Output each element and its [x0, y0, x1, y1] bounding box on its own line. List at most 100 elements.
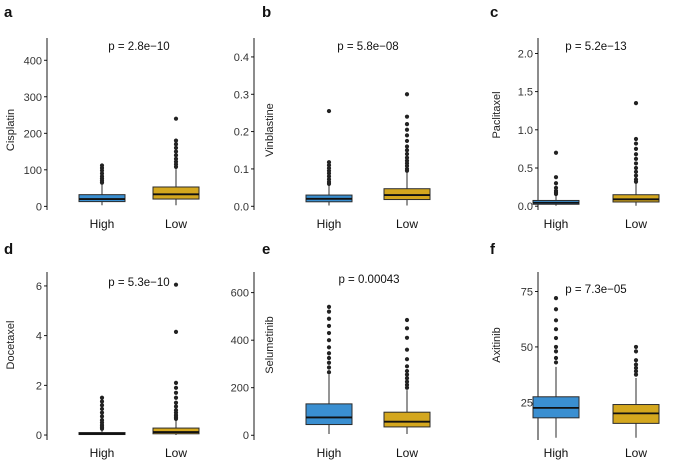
outlier-point [553, 188, 559, 194]
outlier-point [326, 163, 332, 168]
outlier-point [404, 92, 410, 97]
box-high [305, 304, 353, 435]
y-tick-label: 0.0 [518, 201, 533, 213]
outlier-point [553, 360, 559, 365]
iqr-box [152, 427, 200, 435]
x-category-label: Low [396, 446, 418, 460]
outlier-point [633, 136, 639, 142]
outlier-point [633, 173, 639, 178]
outlier-point [553, 185, 559, 190]
y-tick-label: 200 [231, 383, 249, 395]
outlier-point [173, 390, 179, 395]
outlier-point [326, 316, 332, 321]
outlier-point [99, 399, 105, 404]
outlier-point [404, 158, 410, 163]
outlier-point [404, 317, 410, 323]
iqr-box [152, 186, 200, 200]
outlier-point [553, 349, 559, 354]
outlier-point [404, 133, 410, 138]
outlier-point [633, 358, 639, 363]
outlier-point [553, 355, 559, 361]
outlier-point [404, 151, 410, 157]
outlier-point [633, 372, 639, 377]
y-tick-label: 0.3 [234, 89, 249, 101]
outlier-point [326, 309, 332, 314]
x-category-label: Low [165, 217, 187, 231]
iqr-box [78, 194, 126, 203]
outlier-point [99, 395, 105, 400]
outlier-point [553, 318, 559, 323]
y-tick-label: 4 [36, 331, 42, 343]
p-value-label: p = 5.8e−08 [337, 41, 398, 53]
box-low [383, 317, 431, 435]
outlier-point [633, 146, 639, 152]
panel-c: c Paclitaxel 0.0 0.5 1.0 1.5 2.0 p = 5.2e−13 Hig… [490, 4, 660, 231]
box-high [532, 296, 580, 438]
panel-b: b Vinblastine 0.0 0.1 0.2 0.3 0.4 p = 5.8e−08 Hi… [234, 4, 431, 231]
outlier-point [404, 144, 410, 149]
panel-e: e Selumetinib 0 200 400 600 p = 0.00043 High Low [231, 241, 431, 460]
outlier-point [633, 165, 639, 171]
outlier-point [404, 127, 410, 132]
outlier-point [173, 149, 179, 154]
outlier-point [99, 406, 105, 412]
outlier-point [553, 327, 559, 332]
outlier-point [173, 400, 179, 405]
x-category-label: Low [396, 217, 418, 231]
y-tick-label: 2.0 [518, 48, 533, 60]
outlier-point [326, 177, 332, 182]
x-category-label: High [90, 446, 115, 460]
outlier-point [633, 344, 639, 350]
x-category-label: Low [625, 217, 647, 231]
outlier-point [633, 349, 639, 354]
outlier-point [326, 370, 332, 375]
panel-letter: a [4, 4, 13, 21]
p-value-label: p = 2.8e−10 [108, 41, 169, 53]
p-value-label: p = 7.3e−05 [565, 284, 626, 296]
y-tick-label: 0.1 [234, 164, 249, 176]
outlier-point [326, 351, 332, 356]
outlier-point [173, 395, 179, 400]
y-tick-label: 0 [243, 430, 249, 442]
outlier-point [633, 152, 639, 157]
y-tick-label: 2 [36, 380, 42, 392]
outlier-point [99, 403, 105, 408]
box-low [383, 92, 431, 206]
outlier-point [173, 116, 179, 121]
p-value-label: p = 5.3e−10 [108, 277, 169, 289]
outlier-point [404, 114, 410, 119]
y-axis-label: Paclitaxel [491, 91, 503, 138]
x-category-label: High [90, 217, 115, 231]
outlier-point [633, 362, 639, 367]
outlier-point [99, 414, 105, 419]
p-value-label: p = 0.00043 [338, 274, 399, 286]
y-tick-label: 50 [521, 342, 533, 354]
outlier-point [633, 169, 639, 174]
panel-letter: e [262, 241, 270, 258]
p-value-label: p = 5.2e−13 [565, 41, 626, 53]
panel-letter: b [262, 4, 271, 21]
outlier-point [326, 304, 332, 309]
x-category-label: High [317, 446, 342, 460]
outlier-point [173, 145, 179, 151]
panel-f: f Axitinib 25 50 75 p = 7.3e−05 High Low [490, 241, 660, 460]
box-low [152, 282, 200, 436]
outlier-point [173, 404, 179, 409]
outlier-point [404, 357, 410, 362]
y-tick-label: 0.5 [518, 163, 533, 175]
y-tick-label: 6 [36, 281, 42, 293]
y-axis-label: Vinblastine [264, 103, 276, 157]
outlier-point [633, 141, 639, 146]
outlier-point [633, 161, 639, 166]
y-axis-label: Cisplatin [5, 109, 17, 151]
outlier-point [633, 177, 639, 182]
outlier-point [326, 108, 332, 114]
panel-letter: f [490, 241, 496, 258]
outlier-point [326, 330, 332, 336]
outlier-point [404, 148, 410, 153]
outlier-point [404, 382, 410, 387]
outlier-point [326, 345, 332, 350]
outlier-point [173, 159, 179, 164]
outlier-point [326, 166, 332, 171]
